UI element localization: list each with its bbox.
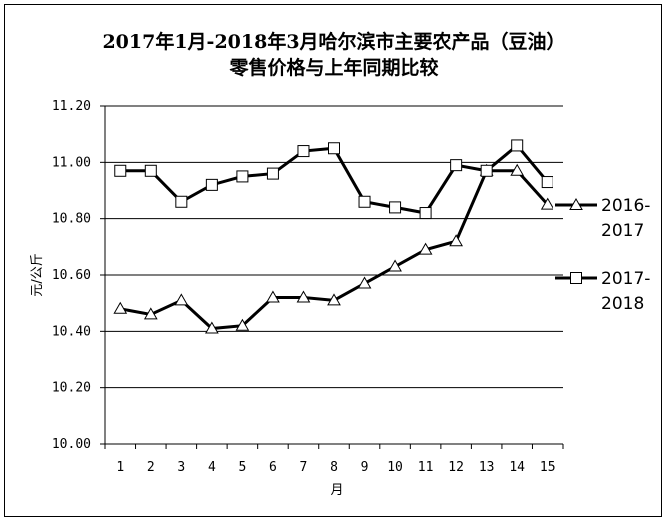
y-tick-label: 10.80 [52,212,91,227]
legend-marker [569,197,583,210]
series-triangle [113,163,553,334]
data-point [296,290,311,303]
data-point [328,142,340,155]
data-point [541,176,553,189]
x-tick-label: 12 [448,460,464,475]
x-tick-label: 2 [147,460,155,475]
data-point [174,293,189,306]
data-point [357,276,372,289]
data-point [327,293,341,306]
x-tick-label: 5 [238,460,246,475]
y-tick-label: 10.60 [52,268,91,283]
data-point [205,321,219,334]
data-point [266,290,280,303]
x-tick-label: 13 [479,460,495,475]
data-point [114,164,127,177]
x-tick-label: 3 [177,460,185,475]
chart-frame [4,4,662,517]
data-point [297,145,310,158]
data-point [480,164,493,177]
data-point [266,167,279,180]
x-tick-label: 14 [509,460,525,475]
x-tick-label: 4 [208,460,216,475]
data-point [449,234,463,247]
data-point [510,163,525,176]
legend-label: 2017 [601,221,644,241]
data-point [540,197,553,210]
x-tick-label: 7 [300,460,308,475]
data-point [205,178,218,191]
data-point [143,307,158,320]
legend-marker [570,272,582,284]
x-tick-label: 9 [361,460,369,475]
x-tick-label: 10 [387,460,403,475]
legend-label: 2017- [601,269,650,289]
y-axis-label: 元/公斤 [30,253,45,296]
data-point [236,170,249,183]
data-point [511,139,524,152]
y-tick-label: 10.40 [52,324,91,339]
legend-label: 2018 [601,294,644,314]
data-point [389,201,402,214]
y-tick-label: 11.20 [52,99,91,114]
data-point [144,164,157,177]
data-point [235,318,250,331]
series-square [114,139,553,220]
legend-label: 2016- [601,196,650,216]
x-tick-label: 11 [418,460,434,475]
x-tick-label: 1 [116,460,124,475]
data-point [175,195,188,208]
chart-subtitle: 零售价格与上年同期比较 [229,57,439,79]
data-point [450,159,463,172]
data-point [388,259,402,272]
x-tick-label: 15 [540,460,556,475]
y-tick-label: 11.00 [52,155,91,170]
data-point [113,301,128,314]
data-point [418,242,433,255]
x-tick-label: 8 [330,460,338,475]
x-axis-label: 月 [330,483,343,498]
y-tick-label: 10.20 [52,381,91,396]
y-tick-label: 10.00 [52,437,91,452]
x-tick-label: 6 [269,460,277,475]
chart-title: 2017年1月-2018年3月哈尔滨市主要农产品（豆油） [102,31,566,53]
data-point [419,207,432,220]
data-point [358,195,371,208]
